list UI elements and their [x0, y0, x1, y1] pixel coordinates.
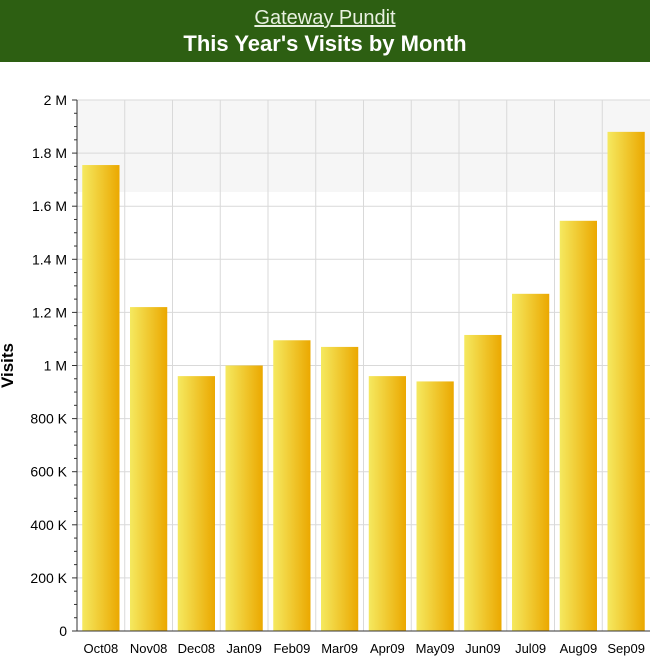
y-tick-label: 400 K: [30, 517, 67, 533]
x-tick-label: Jul09: [515, 641, 546, 656]
chart-title: This Year's Visits by Month: [183, 31, 467, 56]
y-tick-label: 1 M: [44, 358, 67, 374]
y-tick-label: 600 K: [30, 464, 67, 480]
x-tick-label: Sep09: [607, 641, 645, 656]
site-link[interactable]: Gateway Pundit: [254, 7, 396, 29]
labels: 0 200 K 400 K 600 K 800 K 1 M 1.2 M 1.4 M 1.6 M 1…: [0, 92, 645, 656]
y-tick-label: 0: [59, 623, 67, 639]
y-axis-title: Visits: [0, 343, 17, 388]
x-tick-label: Aug09: [560, 641, 598, 656]
bar-nov08[interactable]: [130, 307, 168, 631]
chart-header: Gateway Pundit This Year's Visits by Mon…: [0, 0, 650, 62]
bar-sep09[interactable]: [607, 131, 645, 632]
y-tick-label: 1.2 M: [32, 304, 67, 320]
y-tick-label: 2 M: [44, 92, 67, 108]
x-tick-label: Jan09: [226, 641, 261, 656]
bar-jun09[interactable]: [464, 334, 502, 631]
bar-may09[interactable]: [416, 381, 454, 631]
bar-dec08[interactable]: [177, 376, 215, 631]
x-tick-label: Feb09: [273, 641, 310, 656]
bar-jul09[interactable]: [512, 293, 550, 631]
x-tick-label: Oct08: [84, 641, 119, 656]
x-tick-label: May09: [416, 641, 455, 656]
axes: [72, 99, 650, 632]
bars: [82, 131, 645, 632]
bar-aug09[interactable]: [559, 220, 597, 632]
bar-chart: 0 200 K 400 K 600 K 800 K 1 M 1.2 M 1.4 M 1.6 M 1…: [0, 92, 650, 656]
bar-feb09[interactable]: [273, 340, 311, 631]
x-tick-label: Apr09: [370, 641, 405, 656]
bar-mar09[interactable]: [321, 346, 359, 631]
gridlines: [77, 99, 650, 631]
bar-jan09[interactable]: [225, 365, 263, 632]
y-tick-label: 1.6 M: [32, 198, 67, 214]
x-tick-label: Dec08: [178, 641, 216, 656]
y-tick-label: 1.4 M: [32, 251, 67, 267]
x-tick-label: Jun09: [465, 641, 500, 656]
chart-area: 0 200 K 400 K 600 K 800 K 1 M 1.2 M 1.4 M 1.6 M 1…: [0, 62, 650, 662]
y-tick-label: 1.8 M: [32, 145, 67, 161]
x-tick-label: Mar09: [321, 641, 358, 656]
bar-oct08[interactable]: [82, 165, 120, 632]
bar-apr09[interactable]: [368, 376, 406, 631]
x-tick-label: Nov08: [130, 641, 168, 656]
y-tick-label: 800 K: [30, 411, 67, 427]
y-tick-label: 200 K: [30, 570, 67, 586]
